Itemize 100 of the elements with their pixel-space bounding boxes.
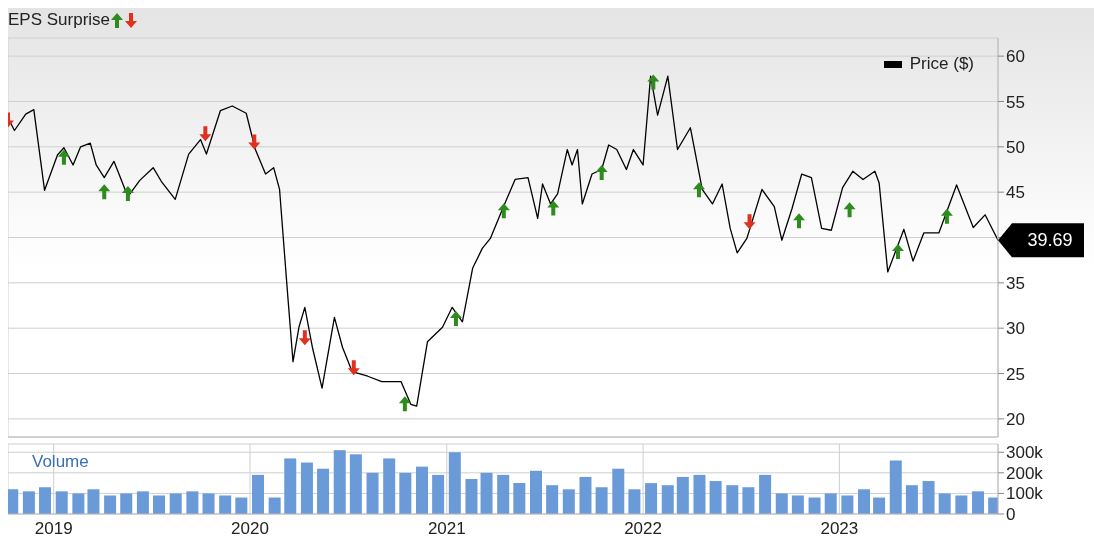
bar — [268, 497, 281, 514]
bar — [87, 489, 100, 514]
y-tick-label: 30 — [1006, 319, 1025, 339]
bar — [889, 460, 902, 514]
bar — [841, 495, 854, 514]
bar — [104, 495, 117, 514]
bar — [136, 491, 149, 514]
bar — [465, 479, 478, 514]
bar — [873, 497, 886, 514]
bar — [72, 493, 85, 514]
bar — [366, 472, 379, 514]
x-tick-label: 2022 — [624, 519, 662, 537]
annotation: 39.69 — [1027, 230, 1073, 251]
point — [347, 360, 360, 376]
bar — [676, 476, 689, 514]
point — [547, 200, 560, 216]
bar — [448, 452, 461, 514]
point — [57, 149, 70, 165]
bar — [300, 462, 313, 514]
bar — [612, 468, 625, 514]
y-tick-label: 55 — [1006, 92, 1025, 112]
y-axis-title: Volume — [32, 452, 89, 472]
point — [248, 134, 261, 150]
bar — [628, 489, 641, 514]
bar — [55, 491, 68, 514]
bar — [972, 491, 985, 514]
point — [121, 185, 134, 201]
bar — [416, 466, 428, 514]
bar — [317, 468, 330, 514]
bar — [759, 474, 772, 514]
bar — [645, 483, 658, 514]
point — [891, 244, 904, 260]
point — [743, 214, 756, 230]
bar — [661, 485, 674, 514]
bar — [922, 481, 935, 514]
bar — [169, 493, 182, 514]
y-tick-label: 200k — [1006, 463, 1044, 483]
y-tick-label: 20 — [1006, 409, 1025, 429]
point — [199, 126, 212, 142]
bar — [530, 470, 543, 514]
bar — [595, 487, 608, 514]
point — [793, 213, 806, 229]
y-tick-label: 25 — [1006, 364, 1025, 384]
y-tick-label: 50 — [1006, 137, 1025, 157]
bar — [219, 495, 232, 514]
bar — [726, 485, 739, 514]
point — [98, 184, 111, 200]
bar — [693, 474, 706, 514]
bar — [202, 493, 215, 514]
bar — [562, 489, 575, 514]
bar — [709, 481, 722, 514]
point — [398, 396, 411, 412]
point — [843, 202, 856, 218]
bar — [497, 474, 510, 514]
bar — [22, 491, 35, 514]
bar — [235, 497, 248, 514]
bar — [579, 476, 592, 514]
x-tick-label: 2023 — [820, 519, 859, 537]
y-tick-label: 300k — [1006, 443, 1044, 463]
bar — [938, 493, 951, 514]
point — [497, 203, 510, 219]
y-tick-label: 45 — [1006, 183, 1025, 203]
y-tick-label: 0 — [1006, 505, 1016, 525]
bar — [858, 489, 871, 514]
bar — [333, 450, 346, 514]
point — [693, 182, 706, 198]
bar — [153, 495, 166, 514]
y-tick-label: 35 — [1006, 273, 1025, 293]
bar — [905, 485, 918, 514]
bar — [742, 487, 755, 514]
y-tick-label: 100k — [1006, 484, 1044, 504]
bar — [8, 489, 19, 514]
bar — [546, 485, 559, 514]
bar — [808, 497, 821, 514]
bar — [284, 458, 297, 514]
bar — [791, 495, 804, 514]
point — [595, 165, 608, 181]
point — [298, 330, 311, 346]
bar — [349, 454, 362, 514]
legend-label: Price ($) — [909, 54, 974, 74]
bar — [120, 493, 133, 514]
point — [940, 208, 953, 224]
bar — [39, 487, 52, 514]
bar — [432, 474, 445, 514]
bar — [480, 472, 493, 514]
bar — [186, 491, 199, 514]
bar — [251, 474, 264, 514]
bar — [399, 472, 412, 514]
x-tick-label: 2021 — [427, 519, 466, 537]
x-tick-label: 2019 — [34, 519, 73, 537]
point — [647, 74, 660, 90]
point — [449, 311, 462, 327]
bar — [513, 483, 526, 514]
bar — [955, 495, 968, 514]
bar — [775, 493, 788, 514]
x-tick-label: 2020 — [231, 519, 269, 537]
legend-title: EPS Surprise — [8, 10, 111, 30]
bar — [824, 493, 837, 514]
y-tick-label: 60 — [1006, 47, 1025, 67]
bar — [383, 458, 396, 514]
